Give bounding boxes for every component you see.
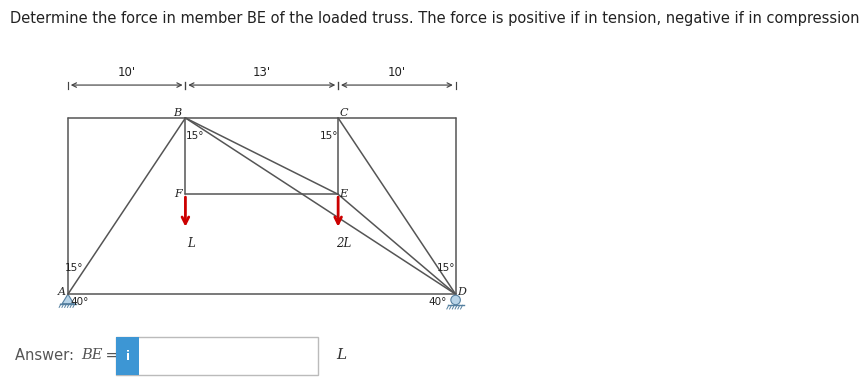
Text: 40°: 40°: [70, 298, 88, 307]
Text: 15°: 15°: [320, 131, 338, 141]
FancyBboxPatch shape: [116, 338, 318, 375]
Text: 15°: 15°: [437, 263, 455, 273]
Text: 10': 10': [118, 66, 136, 78]
Circle shape: [451, 295, 460, 305]
Text: 2L: 2L: [337, 237, 351, 250]
Text: F: F: [174, 189, 181, 199]
Text: 13': 13': [253, 66, 271, 78]
Text: D: D: [458, 287, 466, 298]
Text: C: C: [339, 108, 348, 118]
Polygon shape: [62, 294, 74, 304]
Text: L: L: [337, 348, 347, 362]
Text: Determine the force in member BE of the loaded truss. The force is positive if i: Determine the force in member BE of the …: [10, 11, 859, 26]
Text: BE: BE: [82, 348, 103, 362]
Text: i: i: [125, 350, 130, 363]
Text: E: E: [339, 189, 348, 199]
Text: 15°: 15°: [64, 263, 83, 273]
Text: Answer:: Answer:: [15, 348, 79, 363]
Text: 15°: 15°: [186, 131, 204, 141]
Text: 10': 10': [387, 66, 406, 78]
Text: L: L: [187, 237, 195, 250]
Text: =: =: [101, 348, 117, 363]
FancyBboxPatch shape: [116, 338, 139, 375]
Text: B: B: [174, 108, 181, 118]
Text: A: A: [58, 287, 65, 298]
Text: 40°: 40°: [429, 298, 448, 307]
